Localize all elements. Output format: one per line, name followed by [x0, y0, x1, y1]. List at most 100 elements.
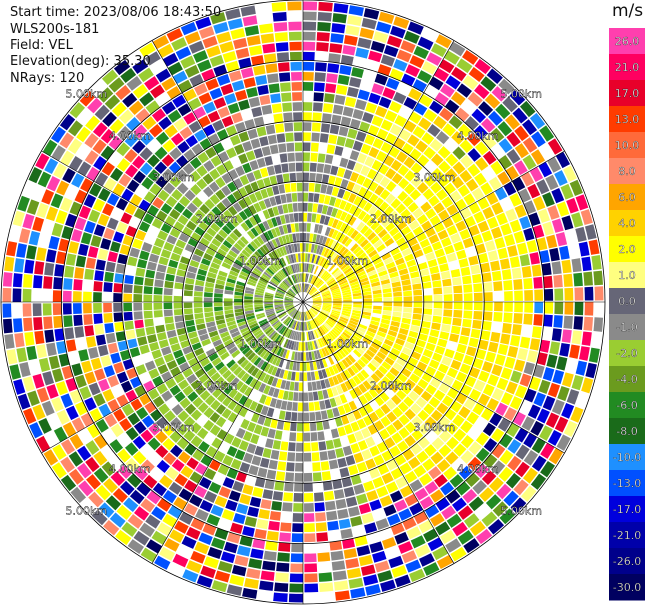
- velocity-gate: [158, 403, 171, 416]
- velocity-gate: [250, 548, 264, 560]
- velocity-gate: [229, 362, 239, 373]
- velocity-gate: [438, 160, 451, 174]
- velocity-gate: [137, 258, 148, 269]
- velocity-gate: [475, 141, 489, 156]
- velocity-gate: [140, 429, 154, 443]
- velocity-gate: [100, 128, 116, 144]
- velocity-gate: [144, 51, 161, 66]
- velocity-gate: [224, 294, 233, 299]
- velocity-gate: [429, 215, 441, 226]
- velocity-gate: [193, 50, 208, 63]
- velocity-gate: [329, 265, 338, 274]
- velocity-gate: [72, 303, 82, 315]
- velocity-gate: [336, 258, 345, 267]
- velocity-gate: [42, 303, 52, 316]
- velocity-gate: [293, 392, 299, 402]
- velocity-gate: [189, 259, 200, 268]
- velocity-gate: [339, 64, 352, 76]
- velocity-gate: [275, 367, 282, 378]
- velocity-gate: [119, 349, 131, 361]
- velocity-gate: [234, 121, 247, 133]
- velocity-gate: [314, 370, 320, 380]
- velocity-gate: [410, 162, 423, 175]
- velocity-gate: [241, 249, 251, 258]
- velocity-gate: [360, 564, 376, 576]
- velocity-gate: [327, 239, 334, 249]
- velocity-gate: [308, 286, 314, 294]
- velocity-gate: [224, 290, 234, 295]
- velocity-gate: [510, 335, 521, 347]
- velocity-gate: [277, 205, 284, 215]
- velocity-gate: [340, 528, 353, 539]
- velocity-gate: [303, 202, 308, 212]
- velocity-gate: [98, 403, 112, 418]
- velocity-gate: [191, 362, 202, 373]
- velocity-gate: [117, 433, 131, 447]
- velocity-gate: [93, 467, 109, 483]
- velocity-gate: [316, 280, 324, 288]
- velocity-gate: [307, 263, 311, 273]
- velocity-gate: [360, 369, 370, 379]
- velocity-gate: [318, 359, 325, 369]
- velocity-gate: [199, 390, 211, 401]
- velocity-gate: [445, 538, 462, 553]
- velocity-gate: [373, 355, 384, 364]
- velocity-gate: [383, 292, 392, 298]
- velocity-gate: [204, 287, 214, 293]
- velocity-gate: [297, 402, 303, 412]
- velocity-gate: [249, 340, 259, 349]
- velocity-gate: [186, 202, 198, 214]
- velocity-gate: [536, 408, 550, 424]
- velocity-gate: [318, 268, 324, 277]
- velocity-gate: [274, 302, 283, 304]
- velocity-gate: [430, 43, 447, 58]
- velocity-gate: [60, 474, 77, 492]
- velocity-gate: [566, 389, 580, 405]
- velocity-gate: [156, 383, 168, 395]
- velocity-gate: [352, 309, 362, 314]
- velocity-gate: [353, 302, 362, 305]
- velocity-gate: [295, 152, 303, 162]
- velocity-gate: [243, 264, 253, 272]
- velocity-gate: [190, 409, 202, 421]
- velocity-gate: [143, 474, 158, 489]
- velocity-gate: [268, 240, 276, 250]
- velocity-gate: [358, 406, 368, 417]
- velocity-gate: [407, 356, 419, 367]
- velocity-gate: [92, 122, 108, 138]
- velocity-gate: [369, 445, 381, 457]
- velocity-gate: [283, 421, 291, 431]
- colorbar-swatch: [609, 54, 645, 81]
- velocity-gate: [196, 414, 208, 426]
- velocity-gate: [371, 115, 384, 127]
- velocity-gate: [117, 126, 132, 141]
- velocity-gate: [238, 199, 248, 210]
- velocity-gate: [401, 73, 416, 87]
- velocity-gate: [94, 104, 110, 121]
- velocity-gate: [107, 398, 120, 412]
- velocity-gate: [269, 175, 278, 186]
- velocity-gate: [115, 331, 126, 342]
- velocity-gate: [463, 538, 480, 554]
- velocity-gate: [252, 327, 261, 335]
- velocity-gate: [391, 316, 401, 323]
- velocity-gate: [390, 276, 400, 283]
- velocity-gate: [244, 409, 254, 421]
- velocity-gate: [358, 394, 368, 405]
- velocity-gate: [500, 333, 511, 345]
- velocity-gate: [342, 445, 353, 456]
- velocity-gate: [359, 239, 369, 248]
- velocity-gate: [134, 506, 150, 521]
- velocity-gate: [377, 570, 393, 583]
- velocity-gate: [319, 451, 328, 461]
- velocity-gate: [413, 102, 428, 116]
- velocity-gate: [284, 122, 294, 132]
- velocity-gate: [207, 383, 218, 394]
- velocity-gate: [416, 182, 429, 194]
- velocity-gate: [448, 260, 459, 270]
- velocity-gate: [187, 237, 199, 248]
- velocity-gate: [500, 392, 514, 406]
- velocity-gate: [533, 392, 546, 407]
- velocity-gate: [393, 306, 403, 312]
- velocity-gate: [372, 508, 386, 521]
